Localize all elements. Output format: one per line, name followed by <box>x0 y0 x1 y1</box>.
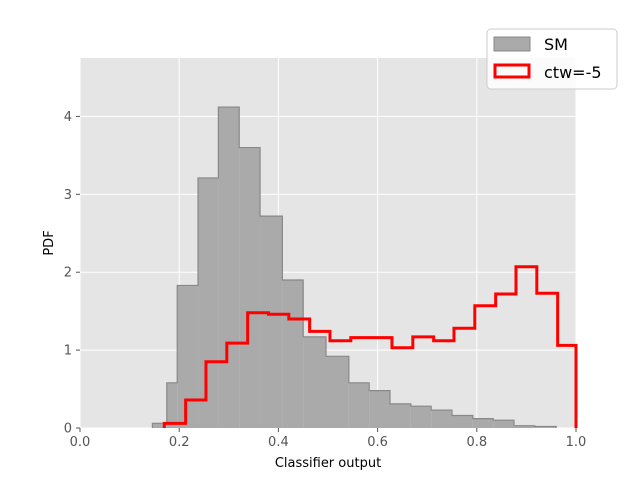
sm-bar <box>452 415 473 428</box>
x-tick-label: 0.2 <box>169 435 190 450</box>
ctw-step-histogram <box>162 265 578 428</box>
sm-bar <box>514 425 535 428</box>
sm-bar <box>198 177 219 428</box>
sm-outline <box>151 106 557 428</box>
x-tick-label: 0.6 <box>367 435 388 450</box>
sm-bar <box>326 356 349 428</box>
legend-label-sm: SM <box>544 35 568 54</box>
sm-bar <box>369 390 390 428</box>
y-axis-ticks: 0 1 2 3 4 <box>64 110 80 437</box>
sm-bar <box>218 107 240 429</box>
x-tick-label: 0.0 <box>70 435 91 450</box>
y-tick-label: 3 <box>64 188 72 203</box>
x-tick-label: 1.0 <box>566 435 587 450</box>
sm-bar <box>390 403 411 428</box>
y-tick-label: 4 <box>64 110 72 125</box>
y-axis-label: PDF <box>42 230 57 255</box>
sm-bar <box>410 406 432 428</box>
legend-label-ctw: ctw=-5 <box>544 63 602 82</box>
x-tick-label: 0.8 <box>466 435 487 450</box>
y-tick-label: 2 <box>64 266 72 281</box>
x-axis-label: Classifier output <box>275 456 381 471</box>
sm-bar <box>260 216 283 428</box>
sm-bar <box>177 285 199 428</box>
sm-bar <box>534 426 557 428</box>
sm-bar <box>166 382 178 428</box>
sm-bar <box>303 336 327 428</box>
sm-bar <box>282 280 304 428</box>
sm-bar <box>348 382 370 428</box>
sm-histogram <box>151 106 557 429</box>
sm-bar <box>493 420 514 428</box>
x-axis-ticks: 0.0 0.2 0.4 0.6 0.8 1.0 <box>70 428 587 450</box>
sm-bar <box>152 423 167 428</box>
sm-bar <box>472 418 494 428</box>
legend-swatch-ctw <box>493 63 531 79</box>
x-tick-label: 0.4 <box>268 435 289 450</box>
sm-bar <box>239 147 261 428</box>
legend-swatch-sm <box>493 36 531 52</box>
y-tick-label: 1 <box>64 344 72 359</box>
sm-bar <box>431 410 452 428</box>
ctw-step-line <box>162 265 578 428</box>
legend: SM ctw=-5 <box>486 28 618 90</box>
y-tick-label: 0 <box>64 422 72 437</box>
